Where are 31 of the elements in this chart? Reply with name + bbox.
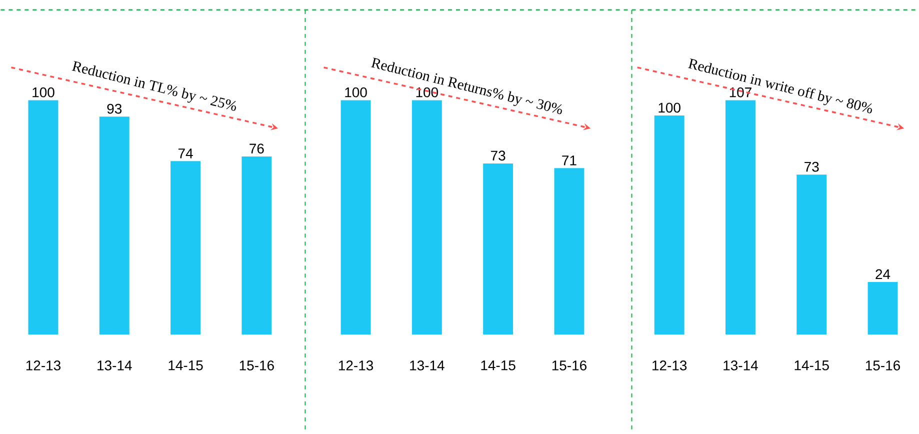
x-tick-label: 13-14 xyxy=(724,360,758,370)
data-label: 100 xyxy=(658,102,680,113)
bar xyxy=(170,161,201,335)
x-tick-label: 12-13 xyxy=(338,360,374,370)
x-tick-label: 15-16 xyxy=(552,360,586,370)
data-label: 76 xyxy=(250,144,264,154)
x-tick-label: 12-13 xyxy=(652,360,687,370)
data-label: 73 xyxy=(804,162,819,172)
bar xyxy=(868,282,898,335)
bar xyxy=(28,100,58,335)
data-label: 100 xyxy=(416,87,438,98)
x-tick-label: 14-15 xyxy=(168,360,203,370)
data-label: 93 xyxy=(107,104,122,114)
x-tick-label: 14-15 xyxy=(481,360,516,370)
x-tick-label: 13-14 xyxy=(98,360,132,370)
data-label: 100 xyxy=(32,87,54,98)
data-label: 74 xyxy=(178,148,193,158)
data-label: 71 xyxy=(562,156,576,166)
x-tick-label: 15-16 xyxy=(866,360,900,370)
x-tick-label: 13-14 xyxy=(410,360,444,370)
bar xyxy=(99,116,130,335)
x-tick-label: 12-13 xyxy=(26,360,60,370)
bar xyxy=(654,116,684,335)
x-tick-label: 14-15 xyxy=(794,360,829,370)
x-tick-label: 15-16 xyxy=(240,360,274,370)
bar xyxy=(725,100,756,335)
data-label: 100 xyxy=(345,87,367,98)
bar xyxy=(796,174,827,335)
data-label: 73 xyxy=(491,150,506,161)
bar xyxy=(242,156,272,335)
data-label: 24 xyxy=(876,269,890,280)
